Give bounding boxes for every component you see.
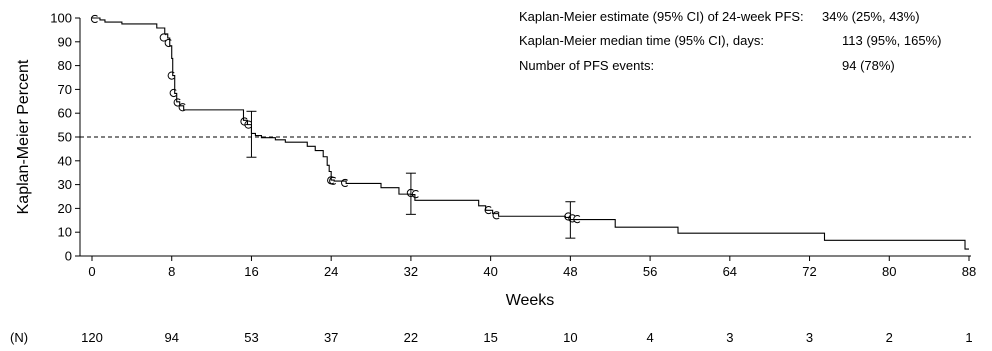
x-tick-label: 80: [882, 264, 896, 279]
censor-mark: [167, 71, 175, 80]
censor-mark: [178, 103, 186, 112]
y-tick-label: 80: [58, 58, 72, 73]
x-tick-label: 24: [324, 264, 338, 279]
censor-mark: [573, 215, 581, 224]
x-tick-label: 32: [404, 264, 418, 279]
number-at-risk-value: 1: [965, 330, 972, 345]
number-at-risk-value: 15: [483, 330, 497, 345]
number-at-risk-value: 3: [806, 330, 813, 345]
censor-mark: [411, 190, 419, 199]
number-at-risk-value: 4: [646, 330, 653, 345]
stats-legend: Kaplan-Meier estimate (95% CI) of 24-wee…: [519, 9, 942, 73]
censor-mark: [568, 214, 576, 223]
y-tick-label: 30: [58, 177, 72, 192]
x-tick-label: 16: [244, 264, 258, 279]
y-tick-label: 60: [58, 106, 72, 121]
x-tick-label: 64: [723, 264, 737, 279]
stat-label: Kaplan-Meier median time (95% CI), days:: [519, 33, 764, 48]
censor-mark: [240, 117, 248, 126]
y-tick-label: 70: [58, 82, 72, 97]
censor-mark: [90, 14, 98, 24]
y-tick-label: 50: [58, 130, 72, 145]
stat-value: 113 (95%, 165%): [842, 33, 942, 48]
y-tick-label: 100: [50, 11, 72, 26]
censor-mark: [492, 211, 500, 220]
number-at-risk-value: 94: [164, 330, 178, 345]
x-axis-title: Weeks: [506, 292, 555, 309]
x-tick-label: 40: [483, 264, 497, 279]
censor-mark: [169, 88, 177, 98]
y-axis-title: Kaplan-Meier Percent: [15, 59, 32, 214]
y-tick-label: 10: [58, 225, 72, 240]
stat-value: 94 (78%): [842, 58, 895, 73]
censor-mark: [173, 98, 181, 107]
confidence-interval-group: [246, 110, 576, 239]
x-tick-label: 8: [168, 264, 175, 279]
censor-mark: [406, 188, 414, 198]
censor-marks-group: [90, 14, 581, 224]
stat-label: Kaplan-Meier estimate (95% CI) of 24-wee…: [519, 9, 804, 24]
y-tick-label: 90: [58, 34, 72, 49]
x-tick-label: 48: [563, 264, 577, 279]
stat-value: 34% (25%, 43%): [822, 9, 920, 24]
censor-mark: [329, 176, 337, 185]
y-tick-label: 40: [58, 153, 72, 168]
x-tick-label: 72: [802, 264, 816, 279]
x-tick-label: 0: [88, 264, 95, 279]
censor-mark: [159, 33, 167, 42]
number-at-risk-value: 10: [563, 330, 577, 345]
y-tick-label: 20: [58, 201, 72, 216]
x-tick-label: 88: [962, 264, 976, 279]
number-at-risk-value: 120: [81, 330, 103, 345]
censor-mark: [244, 120, 252, 129]
survival-curve-group: [92, 17, 969, 250]
censor-mark: [484, 205, 492, 215]
stat-label: Number of PFS events:: [519, 58, 654, 73]
censor-mark: [341, 178, 349, 188]
survival-curve: [92, 17, 969, 250]
number-at-risk-value: 22: [404, 330, 418, 345]
number-at-risk-value: 3: [726, 330, 733, 345]
axes: 0 10 20 30 40 50 60 70 80 90 100 0 8 16 24 32 40 48 56 64 72…: [50, 11, 976, 280]
y-tick-label: 0: [65, 249, 72, 264]
censor-mark: [164, 38, 172, 48]
number-at-risk-table: 120 94 53 37 22 15 10 4 3 3 2 1: [81, 330, 972, 345]
x-tick-label: 56: [643, 264, 657, 279]
number-at-risk-value: 37: [324, 330, 338, 345]
number-at-risk-value: 2: [886, 330, 893, 345]
number-at-risk-label: (N): [10, 330, 28, 345]
number-at-risk-value: 53: [244, 330, 258, 345]
